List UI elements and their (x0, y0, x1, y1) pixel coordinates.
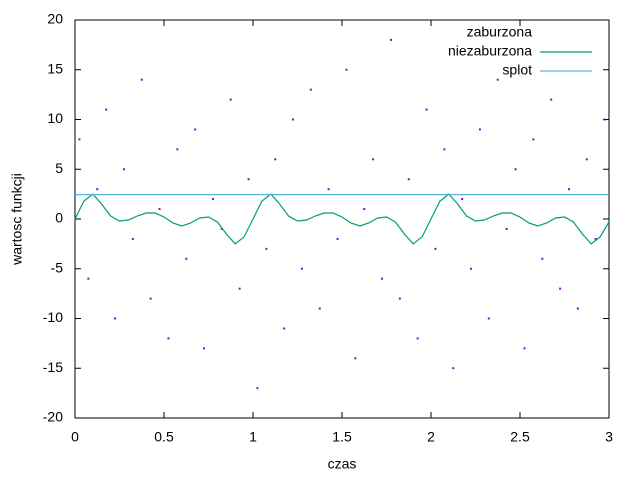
point (594, 237, 597, 240)
point (532, 138, 535, 141)
y-tick-label: -15 (43, 359, 63, 375)
point (381, 277, 384, 280)
point (114, 317, 117, 320)
x-tick-label: 1.5 (332, 429, 352, 445)
series-line (74, 193, 610, 245)
point (496, 78, 499, 81)
point (470, 267, 473, 270)
point (211, 198, 214, 201)
point (567, 188, 570, 191)
point (407, 178, 410, 181)
y-tick-label: 15 (47, 60, 63, 76)
x-tick-label: 0.5 (154, 429, 174, 445)
point (514, 168, 517, 171)
point (238, 287, 241, 290)
point (559, 287, 562, 290)
point (585, 158, 588, 161)
y-tick-label: 10 (47, 110, 63, 126)
point (194, 128, 197, 131)
point (327, 188, 330, 191)
x-tick-label: 0 (71, 429, 79, 445)
point (523, 347, 526, 350)
legend-label: zaburzona (467, 24, 533, 40)
point (434, 247, 437, 250)
y-tick-label: -20 (43, 409, 63, 425)
point (87, 277, 90, 280)
point (96, 188, 99, 191)
point (345, 68, 348, 71)
point (487, 317, 490, 320)
x-tick-label: 3 (605, 429, 613, 445)
y-tick-label: 20 (47, 11, 63, 27)
point (576, 307, 579, 310)
point (336, 237, 339, 240)
point (229, 98, 232, 101)
point (283, 327, 286, 330)
point (265, 247, 268, 250)
point (131, 237, 134, 240)
point (398, 297, 401, 300)
y-tick-label: -5 (51, 259, 64, 275)
x-tick-label: 2 (427, 429, 435, 445)
plot-frame (74, 19, 610, 419)
point (167, 337, 170, 340)
point (149, 297, 152, 300)
x-tick-label: 2.5 (510, 429, 530, 445)
point (122, 168, 125, 171)
point (176, 148, 179, 151)
y-axis-title: wartosc funkcji (9, 173, 25, 266)
point (140, 78, 143, 81)
x-tick-label: 1 (249, 429, 257, 445)
point (256, 387, 259, 390)
point (203, 347, 206, 350)
point (550, 98, 553, 101)
point (105, 108, 108, 111)
point (247, 178, 250, 181)
point (158, 208, 161, 211)
point (185, 257, 188, 260)
point (389, 38, 392, 41)
point (318, 307, 321, 310)
point (425, 108, 428, 111)
point (416, 337, 419, 340)
point (309, 88, 312, 91)
point (541, 257, 544, 260)
point (461, 198, 464, 201)
point (363, 208, 366, 211)
x-axis-title: czas (328, 456, 357, 472)
point (505, 227, 508, 230)
point (478, 128, 481, 131)
point (292, 118, 295, 121)
legend-label: niezaburzona (448, 43, 532, 59)
point (452, 367, 455, 370)
y-tick-label: 5 (55, 160, 63, 176)
y-tick-label: -10 (43, 309, 63, 325)
point (78, 138, 81, 141)
point (443, 148, 446, 151)
point (603, 118, 606, 121)
point (372, 158, 375, 161)
point (300, 267, 303, 270)
legend-label: splot (502, 62, 532, 78)
y-tick-label: 0 (55, 210, 63, 226)
point (354, 357, 357, 360)
point (274, 158, 277, 161)
